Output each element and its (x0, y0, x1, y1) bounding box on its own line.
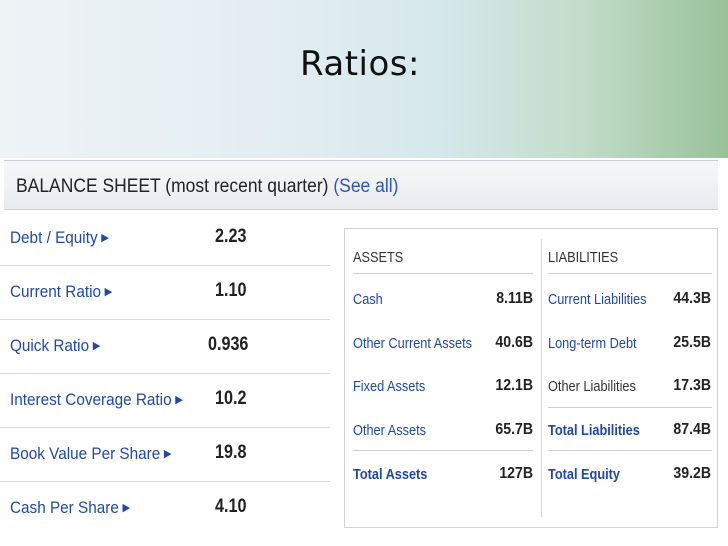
play-arrow-icon: ▶ (122, 502, 131, 514)
liability-link-long-term-debt[interactable]: Long-term Debt (548, 335, 637, 352)
ratio-row-book-value: Book Value Per Share ▶ 19.8 (0, 428, 330, 482)
asset-link-other-current[interactable]: Other Current Assets (353, 335, 473, 352)
play-arrow-icon: ▶ (101, 232, 109, 244)
equity-link-total[interactable]: Total Equity (548, 466, 621, 483)
asset-value: 8.11B (496, 290, 533, 307)
ratio-value: 4.10 (215, 496, 247, 517)
slide-title: Ratios: (300, 44, 420, 84)
asset-link-cash[interactable]: Cash (353, 291, 383, 308)
liability-link-total[interactable]: Total Liabilities (548, 422, 640, 439)
asset-link-fixed[interactable]: Fixed Assets (353, 378, 426, 395)
ratio-row-cash-per-share: Cash Per Share ▶ 4.10 (0, 482, 330, 536)
ratio-row-debt-equity: Debt / Equity ▶ 2.23 (0, 212, 330, 266)
ratio-row-current-ratio: Current Ratio ▶ 1.10 (0, 266, 330, 320)
liability-total-value: 87.4B (673, 421, 711, 438)
ratio-link-book-value[interactable]: Book Value Per Share ▶ (10, 444, 171, 464)
ratio-label: Cash Per Share (10, 498, 119, 517)
ratio-value: 10.2 (215, 388, 247, 409)
asset-link-total[interactable]: Total Assets (353, 466, 428, 483)
ratio-label: Quick Ratio (10, 336, 90, 355)
balance-sheet-panel: ASSETS Cash 8.11B Other Current Assets 4… (344, 228, 718, 528)
asset-value: 40.6B (495, 334, 533, 351)
column-divider (541, 239, 542, 517)
liability-label-other: Other Liabilities (548, 378, 636, 395)
assets-header: ASSETS (353, 249, 404, 266)
ratios-list: Debt / Equity ▶ 2.23 Current Ratio ▶ 1.10 … (0, 212, 330, 536)
equity-divider (548, 450, 712, 451)
ratio-link-interest-coverage[interactable]: Interest Coverage Ratio ▶ (10, 390, 183, 410)
ratio-value: 2.23 (215, 226, 247, 247)
ratio-row-interest-coverage: Interest Coverage Ratio ▶ 10.2 (0, 374, 330, 428)
asset-total-value: 127B (499, 465, 533, 482)
ratio-link-quick-ratio[interactable]: Quick Ratio ▶ (10, 336, 100, 356)
liabilities-total-divider (548, 407, 712, 408)
assets-header-divider (353, 273, 533, 274)
ratio-value: 0.936 (208, 334, 249, 355)
play-arrow-icon: ▶ (175, 394, 183, 406)
play-arrow-icon: ▶ (92, 340, 101, 352)
ratio-row-quick-ratio: Quick Ratio ▶ 0.936 (0, 320, 330, 374)
asset-value: 12.1B (495, 377, 533, 394)
slide-banner (0, 0, 728, 158)
equity-total-value: 39.2B (673, 465, 711, 482)
ratio-label: Debt / Equity (10, 228, 98, 247)
balance-sheet-title: BALANCE SHEET (most recent quarter) (See… (16, 176, 398, 198)
ratio-link-debt-equity[interactable]: Debt / Equity ▶ (10, 228, 109, 248)
liability-value: 17.3B (673, 377, 711, 394)
ratio-link-current-ratio[interactable]: Current Ratio ▶ (10, 282, 112, 302)
balance-sheet-title-text: BALANCE SHEET (most recent quarter) (16, 176, 329, 197)
liabilities-header: LIABILITIES (548, 249, 619, 266)
ratio-label: Current Ratio (10, 282, 101, 301)
asset-value: 65.7B (495, 421, 533, 438)
play-arrow-icon: ▶ (163, 448, 172, 460)
ratio-link-cash-per-share[interactable]: Cash Per Share ▶ (10, 498, 130, 518)
asset-link-other[interactable]: Other Assets (353, 422, 426, 439)
play-arrow-icon: ▶ (104, 286, 113, 298)
assets-total-divider (353, 450, 533, 451)
ratio-label: Interest Coverage Ratio (10, 390, 172, 409)
liability-link-current[interactable]: Current Liabilities (548, 291, 647, 308)
ratio-value: 19.8 (215, 442, 247, 463)
liability-value: 25.5B (673, 334, 711, 351)
liability-value: 44.3B (673, 290, 711, 307)
see-all-link[interactable]: (See all) (333, 176, 399, 197)
balance-sheet-header: BALANCE SHEET (most recent quarter) (See… (4, 160, 718, 210)
ratio-label: Book Value Per Share (10, 444, 161, 463)
ratio-value: 1.10 (215, 280, 247, 301)
liabilities-header-divider (548, 273, 712, 274)
